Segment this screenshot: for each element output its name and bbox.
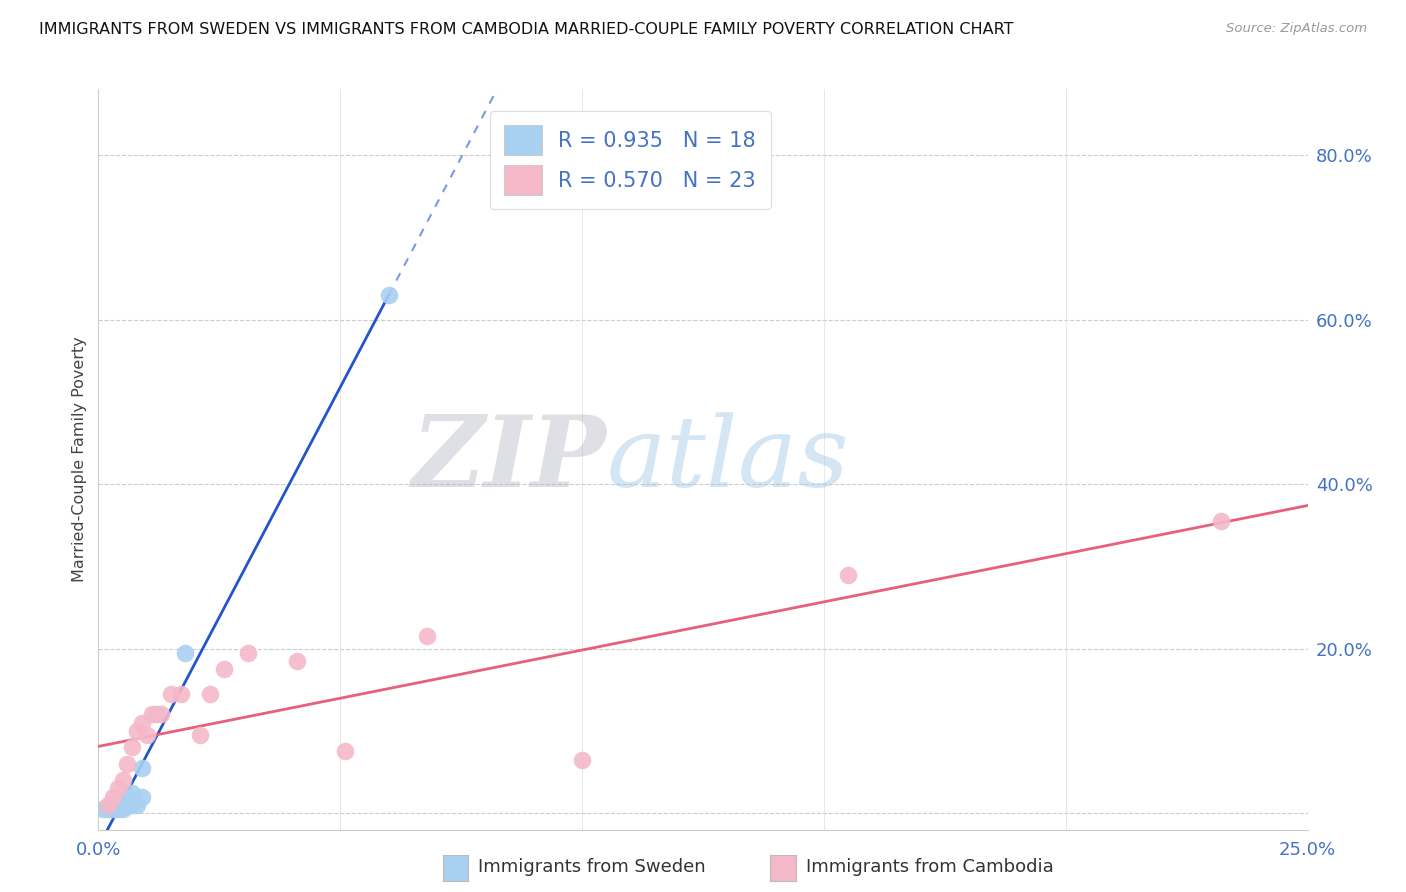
Point <box>101 797 124 812</box>
Point <box>121 797 143 812</box>
Point <box>150 707 173 722</box>
Point <box>121 786 143 800</box>
Point <box>107 781 129 796</box>
Point <box>141 707 163 722</box>
Point <box>111 797 134 812</box>
Point <box>127 797 149 812</box>
Legend: R = 0.935   N = 18, R = 0.570   N = 23: R = 0.935 N = 18, R = 0.570 N = 23 <box>489 111 770 210</box>
Point <box>117 797 139 812</box>
Point <box>131 715 153 730</box>
Point <box>160 687 183 701</box>
Text: IMMIGRANTS FROM SWEDEN VS IMMIGRANTS FROM CAMBODIA MARRIED-COUPLE FAMILY POVERTY: IMMIGRANTS FROM SWEDEN VS IMMIGRANTS FRO… <box>39 22 1014 37</box>
Text: ZIP: ZIP <box>412 411 606 508</box>
Point <box>131 761 153 775</box>
Point <box>107 802 129 816</box>
Point <box>107 797 129 812</box>
Point <box>127 723 149 738</box>
Point <box>416 629 439 643</box>
Point <box>111 773 134 788</box>
Text: Source: ZipAtlas.com: Source: ZipAtlas.com <box>1226 22 1367 36</box>
Point <box>131 789 153 804</box>
Point <box>198 687 221 701</box>
Point <box>101 802 124 816</box>
Point <box>188 728 211 742</box>
Point <box>837 567 859 582</box>
Point <box>285 654 308 668</box>
Point <box>97 802 120 816</box>
Point <box>117 789 139 804</box>
Point <box>135 728 157 742</box>
Point <box>174 646 197 660</box>
Text: Immigrants from Cambodia: Immigrants from Cambodia <box>806 858 1053 876</box>
Point <box>121 740 143 755</box>
Point <box>117 756 139 771</box>
Point <box>333 744 356 758</box>
Point <box>169 687 191 701</box>
Point <box>377 288 399 302</box>
Point <box>91 802 114 816</box>
Point <box>212 662 235 676</box>
Text: Immigrants from Sweden: Immigrants from Sweden <box>478 858 706 876</box>
Point <box>111 802 134 816</box>
Point <box>571 753 593 767</box>
Y-axis label: Married-Couple Family Poverty: Married-Couple Family Poverty <box>72 336 87 582</box>
Point <box>101 789 124 804</box>
Point <box>1209 514 1232 528</box>
Point <box>145 707 167 722</box>
Point <box>97 797 120 812</box>
Text: atlas: atlas <box>606 412 849 507</box>
Point <box>238 646 260 660</box>
